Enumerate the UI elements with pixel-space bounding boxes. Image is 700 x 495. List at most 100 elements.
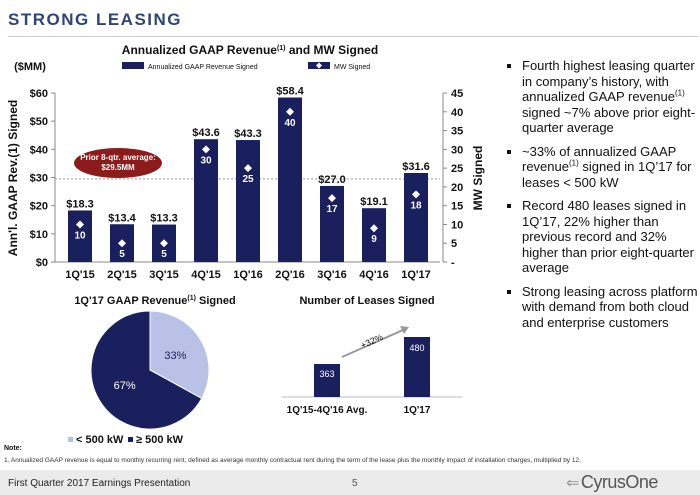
mw-marker — [76, 220, 84, 229]
revenue-bar-label: $13.3 — [150, 213, 178, 225]
right-tick-label: 5 — [451, 238, 457, 250]
left-tick-label: $10 — [30, 229, 48, 241]
revenue-bar-label: $43.3 — [234, 128, 262, 140]
revenue-bar — [362, 208, 386, 262]
growth-annotation: +32% — [359, 332, 384, 351]
pie-chart-title: 1Q'17 GAAP Revenue(1) Signed — [74, 295, 235, 307]
x-tick-label: 4Q'15 — [191, 269, 221, 281]
footnote: 1. Annualized GAAP revenue is equal to m… — [4, 457, 581, 464]
mw-value-label: 5 — [161, 249, 167, 260]
company-logo: ⇐ CyrusOne — [566, 472, 658, 492]
leases-x-label: 1Q'15-4Q'16 Avg. — [287, 405, 368, 416]
revenue-bar-label: $27.0 — [318, 174, 346, 186]
mw-marker — [370, 224, 378, 233]
left-tick-label: $40 — [30, 144, 48, 156]
mw-marker — [118, 239, 126, 248]
left-axis-title: Ann'l. GAAP Rev.(1) Signed — [6, 100, 20, 256]
mw-value-label: 10 — [74, 230, 86, 241]
left-tick-label: $50 — [30, 116, 48, 128]
revenue-bar-label: $43.6 — [192, 127, 220, 139]
pie-slice — [149, 310, 210, 400]
x-tick-label: 3Q'15 — [149, 269, 179, 281]
slide-title: STRONG LEASING — [8, 10, 183, 29]
revenue-bar — [236, 140, 260, 262]
page-number: 5 — [352, 478, 358, 489]
pie-slice — [90, 310, 203, 430]
x-tick-label: 4Q'16 — [359, 269, 389, 281]
mw-value-label: 9 — [371, 234, 377, 245]
right-axis-title: MW Signed — [471, 146, 485, 211]
pie-legend-swatch — [128, 437, 133, 442]
main-chart-title: Annualized GAAP Revenue(1) and MW Signed — [122, 43, 378, 57]
mw-value-label: 40 — [284, 118, 296, 129]
bullet-list: Fourth highest leasing quarter in compan… — [506, 58, 700, 338]
revenue-bar-label: $13.4 — [108, 212, 136, 224]
revenue-bar-label: $58.4 — [276, 86, 304, 98]
pie-slice-label: 33% — [164, 350, 186, 362]
right-tick-label: 30 — [451, 144, 463, 156]
bullet-item: Strong leasing across platform with dema… — [506, 284, 700, 331]
left-tick-label: $0 — [36, 257, 48, 269]
leases-bar — [404, 337, 430, 397]
growth-arrow-line — [341, 329, 404, 358]
mw-marker — [328, 194, 336, 203]
legend-revenue-swatch — [122, 62, 144, 69]
left-tick-label: $60 — [30, 88, 48, 100]
right-tick-label: 15 — [451, 201, 463, 213]
pie-legend-swatch — [68, 437, 73, 442]
leases-bar — [314, 364, 340, 397]
right-tick-label: 25 — [451, 163, 463, 175]
legend-mw-label: MW Signed — [334, 64, 370, 71]
revenue-bar — [278, 97, 302, 262]
right-tick-label: 45 — [451, 88, 463, 100]
left-tick-label: $30 — [30, 173, 48, 185]
mw-value-label: 30 — [200, 155, 212, 166]
mw-marker — [202, 145, 210, 154]
x-tick-label: 2Q'16 — [275, 269, 305, 281]
unit-label: ($MM) — [14, 61, 46, 73]
x-tick-label: 1Q'16 — [233, 269, 263, 281]
logo-arrow-icon: ⇐ — [566, 475, 579, 492]
right-tick-label: 10 — [451, 219, 463, 231]
pie-legend-label: ≥ 500 kW — [136, 434, 184, 446]
pie-slice-label: 67% — [114, 380, 136, 392]
title-divider — [8, 36, 698, 37]
average-callout — [74, 148, 162, 178]
mw-marker — [412, 190, 420, 199]
x-tick-label: 1Q'17 — [401, 269, 431, 281]
right-tick-label: 20 — [451, 182, 463, 194]
bullet-item: ~33% of annualized GAAP revenue(1) signe… — [506, 144, 700, 191]
revenue-bar — [68, 210, 92, 262]
charts-canvas: Annualized GAAP Revenue(1) and MW Signed… — [6, 43, 485, 446]
note-label: Note: — [4, 445, 22, 452]
leases-chart-title: Number of Leases Signed — [299, 295, 434, 307]
leases-bar-label: 480 — [409, 343, 424, 353]
pie-legend-label: < 500 kW — [76, 434, 124, 446]
revenue-bar-label: $18.3 — [66, 198, 94, 210]
x-tick-label: 3Q'16 — [317, 269, 347, 281]
right-tick-label: 35 — [451, 126, 463, 138]
left-tick-label: $20 — [30, 201, 48, 213]
leases-bar-label: 363 — [319, 369, 334, 379]
footer-bar — [0, 470, 700, 495]
footer-text: First Quarter 2017 Earnings Presentation — [8, 478, 191, 489]
revenue-bar — [194, 139, 218, 262]
legend-revenue-label: Annualized GAAP Revenue Signed — [148, 64, 258, 71]
revenue-bar — [404, 172, 428, 262]
mw-marker — [160, 239, 168, 248]
x-tick-label: 1Q'15 — [65, 269, 95, 281]
bullet-item: Record 480 leases signed in 1Q’17, 22% h… — [506, 198, 700, 276]
right-tick-label: - — [451, 257, 455, 269]
mw-value-label: 5 — [119, 249, 125, 260]
mw-marker — [244, 164, 252, 173]
revenue-bar-label: $31.6 — [402, 161, 430, 173]
leases-x-label: 1Q'17 — [404, 405, 431, 416]
mw-value-label: 18 — [410, 200, 422, 211]
revenue-bar-label: $19.1 — [360, 196, 388, 208]
bullet-item: Fourth highest leasing quarter in compan… — [506, 58, 700, 136]
mw-marker — [286, 107, 294, 116]
x-tick-label: 2Q'15 — [107, 269, 137, 281]
right-tick-label: 40 — [451, 107, 463, 119]
average-callout-line1: Prior 8-qtr. average: — [80, 153, 156, 162]
mw-value-label: 25 — [242, 174, 254, 185]
